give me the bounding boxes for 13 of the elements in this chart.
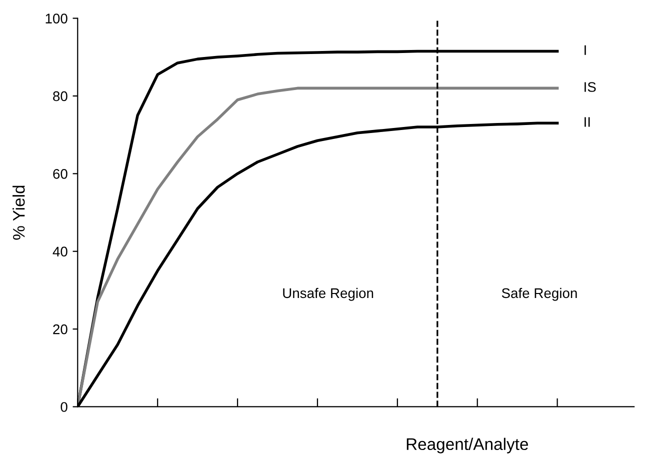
y-tick-label: 80 [53,91,68,102]
y-tick-label: 0 [60,402,68,412]
x-axis-title: Reagent/Analyte [406,438,528,454]
annotation: Unsafe Region [283,288,374,301]
annotation: Safe Region [502,288,577,301]
y-tick-label: 60 [53,168,68,179]
y-axis-title: % Yield [12,186,25,240]
y-tick-label: 100 [46,14,68,24]
y-tick-label: 40 [52,246,68,257]
y-tick-label: 20 [53,324,68,334]
series-label: II [584,117,590,127]
series-label: IS [584,82,596,92]
series-label: I [584,45,586,55]
